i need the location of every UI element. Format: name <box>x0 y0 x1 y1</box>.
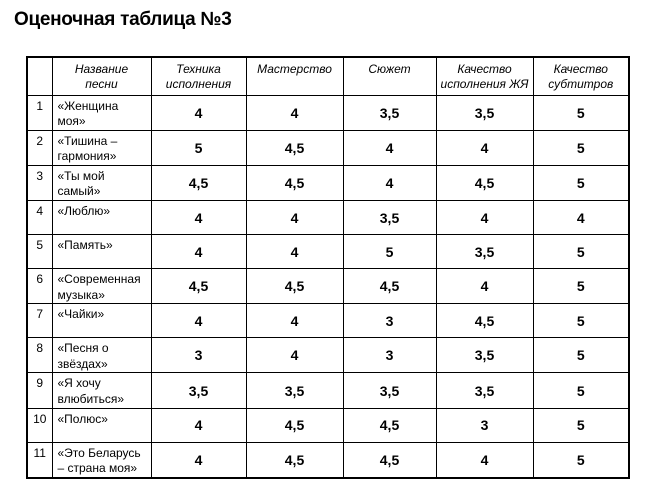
header-cell-number <box>26 56 53 96</box>
score-cell: 4 <box>245 337 344 374</box>
score-cell: 4,5 <box>342 441 437 479</box>
header-row: Название песни Техника исполнения Мастер… <box>26 56 630 96</box>
table-row: 4 «Люблю» 4 4 3,5 4 4 <box>26 200 630 236</box>
song-title-cell: «Песня о звёздах» <box>51 337 152 374</box>
score-cell: 4,5 <box>150 268 247 305</box>
score-cell: 4 <box>150 441 247 479</box>
score-cell: 4,5 <box>245 129 344 166</box>
row-number-cell: 10 <box>26 407 53 443</box>
score-cell: 5 <box>532 337 630 374</box>
table-row: 7 «Чайки» 4 4 3 4,5 5 <box>26 303 630 339</box>
score-cell: 5 <box>532 164 630 202</box>
song-title-cell: «Это Беларусь – страна моя» <box>51 441 152 479</box>
score-cell: 4,5 <box>342 407 437 443</box>
score-cell: 4 <box>342 129 437 166</box>
document-page: Оценочная таблица №3 Название песни Техн… <box>14 9 630 479</box>
score-cell: 5 <box>532 129 630 166</box>
header-cell-plot: Сюжет <box>342 56 437 96</box>
score-cell: 4 <box>435 441 534 479</box>
score-cell: 4 <box>435 200 534 236</box>
score-cell: 5 <box>532 441 630 479</box>
score-cell: 3,5 <box>435 337 534 374</box>
score-cell: 4,5 <box>245 441 344 479</box>
table-row: 8 «Песня о звёздах» 3 4 3 3,5 5 <box>26 337 630 374</box>
song-title-cell: «Я хочу влюбиться» <box>51 372 152 409</box>
table-row: 2 «Тишина – гармония» 5 4,5 4 4 5 <box>26 129 630 166</box>
header-cell-sign-language-quality: Качество исполнения ЖЯ <box>435 56 534 96</box>
song-title-cell: «Память» <box>51 234 152 270</box>
row-number-cell: 2 <box>26 129 53 166</box>
score-cell: 4 <box>150 407 247 443</box>
score-cell: 4,5 <box>150 164 247 202</box>
row-number-cell: 4 <box>26 200 53 236</box>
score-cell: 4,5 <box>245 407 344 443</box>
score-cell: 4 <box>532 200 630 236</box>
table-row: 11 «Это Беларусь – страна моя» 4 4,5 4,5 4 5 <box>26 441 630 479</box>
score-cell: 4 <box>435 129 534 166</box>
score-cell: 4 <box>245 200 344 236</box>
score-cell: 4 <box>150 234 247 270</box>
header-cell-subtitles-quality: Качество субтитров <box>532 56 630 96</box>
score-cell: 4 <box>150 303 247 339</box>
row-number-cell: 11 <box>26 441 53 479</box>
song-title-cell: «Ты мой самый» <box>51 164 152 202</box>
score-cell: 5 <box>342 234 437 270</box>
score-cell: 3,5 <box>342 372 437 409</box>
score-cell: 4,5 <box>245 268 344 305</box>
score-cell: 4,5 <box>245 164 344 202</box>
score-cell: 5 <box>532 234 630 270</box>
row-number-cell: 1 <box>26 94 53 131</box>
header-cell-mastery: Мастерство <box>245 56 344 96</box>
header-cell-technique: Техника исполнения <box>150 56 247 96</box>
score-cell: 4 <box>245 303 344 339</box>
score-cell: 5 <box>532 407 630 443</box>
row-number-cell: 7 <box>26 303 53 339</box>
score-cell: 3,5 <box>435 94 534 131</box>
score-cell: 4,5 <box>435 303 534 339</box>
song-title-cell: «Полюс» <box>51 407 152 443</box>
score-cell: 4 <box>245 234 344 270</box>
score-cell: 4 <box>150 200 247 236</box>
score-cell: 3,5 <box>245 372 344 409</box>
table-row: 10 «Полюс» 4 4,5 4,5 3 5 <box>26 407 630 443</box>
score-cell: 3,5 <box>342 200 437 236</box>
row-number-cell: 9 <box>26 372 53 409</box>
score-cell: 5 <box>532 303 630 339</box>
row-number-cell: 5 <box>26 234 53 270</box>
score-cell: 5 <box>532 372 630 409</box>
score-cell: 3,5 <box>342 94 437 131</box>
header-cell-song-title: Название песни <box>51 56 152 96</box>
score-cell: 3 <box>342 337 437 374</box>
score-cell: 4 <box>342 164 437 202</box>
score-cell: 3,5 <box>435 372 534 409</box>
song-title-cell: «Женщина моя» <box>51 94 152 131</box>
song-title-cell: «Люблю» <box>51 200 152 236</box>
table-row: 9 «Я хочу влюбиться» 3,5 3,5 3,5 3,5 5 <box>26 372 630 409</box>
score-cell: 4 <box>245 94 344 131</box>
table-row: 1 «Женщина моя» 4 4 3,5 3,5 5 <box>26 94 630 131</box>
table-row: 6 «Современная музыка» 4,5 4,5 4,5 4 5 <box>26 268 630 305</box>
score-cell: 3 <box>342 303 437 339</box>
evaluation-table: Название песни Техника исполнения Мастер… <box>26 56 630 479</box>
score-cell: 4,5 <box>342 268 437 305</box>
score-cell: 4 <box>150 94 247 131</box>
song-title-cell: «Чайки» <box>51 303 152 339</box>
score-cell: 4,5 <box>435 164 534 202</box>
score-cell: 3,5 <box>435 234 534 270</box>
score-cell: 5 <box>532 94 630 131</box>
song-title-cell: «Тишина – гармония» <box>51 129 152 166</box>
row-number-cell: 8 <box>26 337 53 374</box>
score-cell: 5 <box>150 129 247 166</box>
page-title: Оценочная таблица №3 <box>14 9 232 30</box>
table-row: 5 «Память» 4 4 5 3,5 5 <box>26 234 630 270</box>
row-number-cell: 3 <box>26 164 53 202</box>
score-cell: 3 <box>435 407 534 443</box>
table-row: 3 «Ты мой самый» 4,5 4,5 4 4,5 5 <box>26 164 630 202</box>
score-cell: 5 <box>532 268 630 305</box>
score-cell: 3,5 <box>150 372 247 409</box>
row-number-cell: 6 <box>26 268 53 305</box>
song-title-cell: «Современная музыка» <box>51 268 152 305</box>
score-cell: 3 <box>150 337 247 374</box>
score-cell: 4 <box>435 268 534 305</box>
